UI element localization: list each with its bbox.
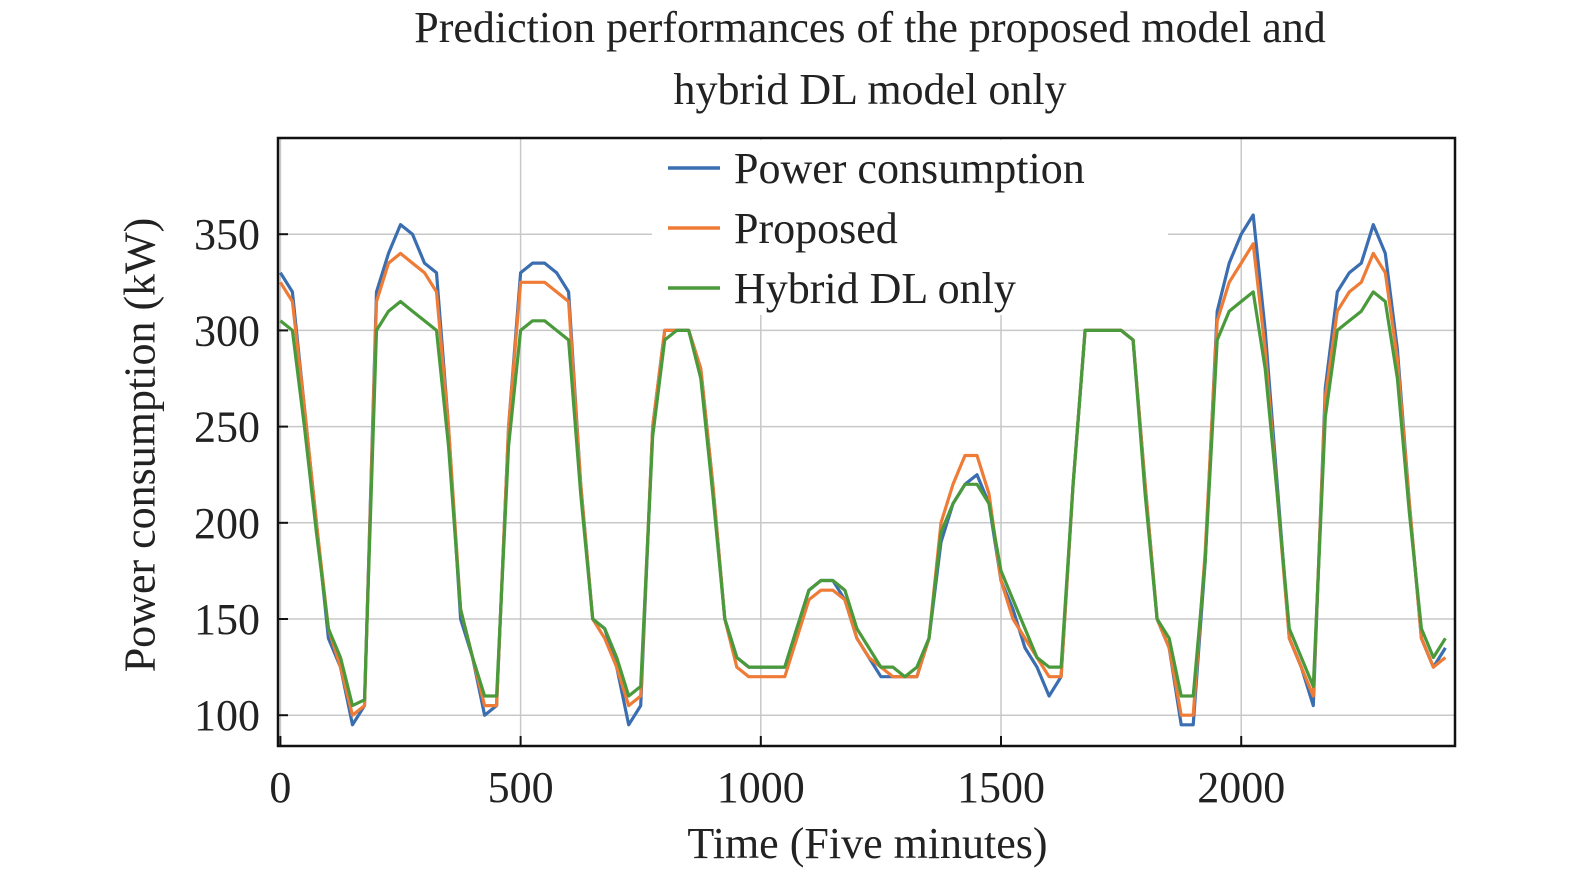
- chart-title-line-2: hybrid DL model only: [673, 65, 1067, 114]
- x-axis-label: Time (Five minutes): [687, 819, 1048, 868]
- x-tick-label: 1000: [717, 763, 805, 812]
- series-line-3: [279, 290, 1447, 708]
- y-tick-label: 200: [194, 499, 260, 548]
- x-tick-label: 2000: [1197, 763, 1285, 812]
- x-tick-label: 0: [269, 763, 291, 812]
- y-tick-label: 250: [194, 403, 260, 452]
- legend-label-2: Proposed: [734, 204, 898, 253]
- y-tick-label: 150: [194, 595, 260, 644]
- y-tick-label: 100: [194, 691, 260, 740]
- y-tick-label: 300: [194, 306, 260, 355]
- x-tick-label: 500: [488, 763, 554, 812]
- chart-title-line-1: Prediction performances of the proposed …: [414, 3, 1326, 52]
- y-tick-label: 350: [194, 210, 260, 259]
- legend-label-1: Power consumption: [734, 144, 1085, 193]
- legend-box: [652, 140, 1168, 315]
- legend-label-3: Hybrid DL only: [734, 264, 1016, 313]
- plot-frame: [276, 136, 1457, 748]
- x-tick-label: 1500: [957, 763, 1045, 812]
